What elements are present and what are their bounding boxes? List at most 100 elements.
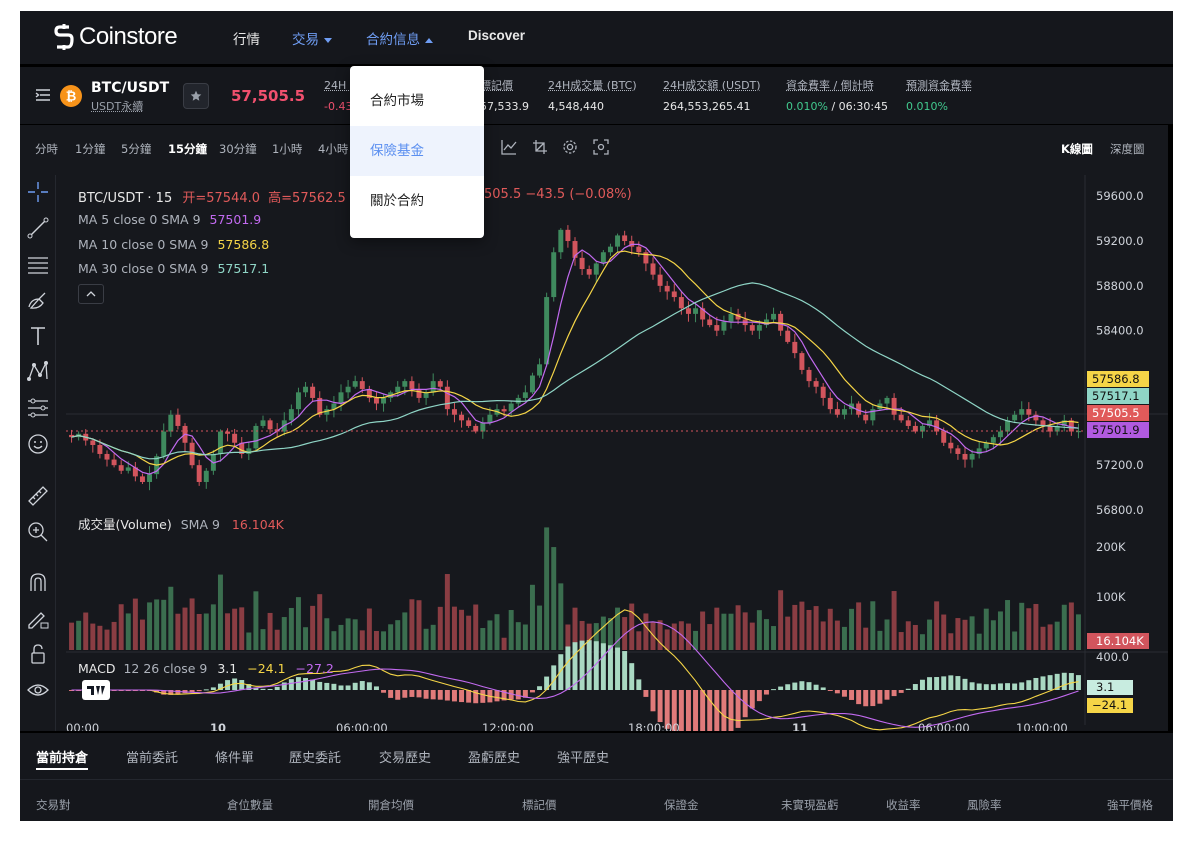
- coinstore-logo[interactable]: Coinstore: [53, 22, 178, 52]
- fullscreen-icon[interactable]: [593, 139, 609, 155]
- nav-discover[interactable]: Discover: [468, 28, 525, 43]
- volume-bar: [310, 605, 316, 650]
- volume-bar: [990, 620, 996, 650]
- collapse-legend-button[interactable]: [78, 284, 104, 304]
- crosshair-icon[interactable]: [25, 179, 51, 205]
- macd-histogram-bar: [239, 680, 245, 690]
- candle-body: [239, 442, 245, 454]
- stat-mark-price-label: 標記價: [480, 79, 513, 92]
- candle-body: [756, 325, 762, 331]
- macd-histogram-bar: [225, 680, 231, 690]
- zoom-in-icon[interactable]: [25, 519, 51, 545]
- stat-24h-volume-value: 4,548,440: [548, 100, 604, 113]
- tab-open-orders[interactable]: 當前委託: [126, 751, 179, 766]
- volume-bar: [969, 616, 975, 650]
- macd-histogram-bar: [799, 681, 805, 690]
- volume-bar: [175, 613, 181, 650]
- tab-depth[interactable]: 深度圖: [1110, 142, 1145, 156]
- indicator-icon[interactable]: [501, 139, 517, 155]
- legend-ma30[interactable]: MA 30 close 0 SMA 9 57517.1: [78, 261, 269, 276]
- tab-kline[interactable]: K線圖: [1061, 142, 1093, 156]
- time-tick-label: 18:00:00: [628, 721, 680, 731]
- timeframe-line[interactable]: 分時: [35, 142, 58, 156]
- volume-bar: [537, 605, 543, 650]
- legend-ma10[interactable]: MA 10 close 0 SMA 9 57586.8: [78, 237, 269, 252]
- pattern-icon[interactable]: [25, 359, 51, 385]
- volume-bar: [778, 590, 784, 650]
- settings-gear-icon[interactable]: [562, 139, 578, 155]
- funding-rate: 0.010%: [786, 100, 828, 113]
- candle-body: [785, 330, 791, 342]
- dropdown-insurance-fund[interactable]: 保險基金: [350, 126, 484, 176]
- volume-bar: [643, 613, 649, 650]
- tradingview-logo[interactable]: [82, 680, 110, 700]
- volume-bar: [182, 607, 188, 650]
- tab-conditional-orders[interactable]: 條件單: [215, 751, 255, 766]
- legend-title: BTC/USDT · 15: [78, 191, 173, 206]
- crop-icon[interactable]: [532, 139, 548, 155]
- nav-trade[interactable]: 交易: [292, 28, 332, 48]
- macd-histogram-bar: [813, 684, 819, 690]
- candle-body: [1054, 425, 1060, 432]
- emoji-icon[interactable]: [25, 431, 51, 457]
- timeframe-15m[interactable]: 15分鐘: [168, 142, 208, 156]
- volume-bar: [735, 605, 741, 650]
- tab-trade-history[interactable]: 交易歷史: [379, 751, 432, 766]
- timeframe-4h[interactable]: 4小時: [318, 142, 349, 156]
- volume-bar: [636, 631, 642, 650]
- funding-countdown: / 06:30:45: [827, 100, 889, 113]
- price-chart[interactable]: 59600.059200.058800.058400.058000.057200…: [20, 125, 1168, 731]
- text-tool-icon[interactable]: [25, 323, 51, 349]
- favorite-button[interactable]: [183, 83, 209, 109]
- macd-histogram-bar: [161, 690, 167, 695]
- menu-icon[interactable]: [35, 88, 51, 102]
- pencil-lock-icon[interactable]: [25, 605, 51, 631]
- ruler-icon[interactable]: [25, 483, 51, 509]
- tab-liquidation-history[interactable]: 強平歷史: [557, 751, 610, 766]
- timeframe-1h[interactable]: 1小時: [272, 142, 303, 156]
- volume-bar: [83, 612, 89, 650]
- candle-body: [253, 425, 259, 449]
- candle-body: [600, 252, 606, 264]
- macd-histogram-bar: [196, 690, 202, 692]
- tab-order-history[interactable]: 歷史委託: [289, 751, 342, 766]
- macd-histogram-bar: [607, 645, 613, 690]
- tab-pnl-history[interactable]: 盈虧歷史: [468, 751, 521, 766]
- volume-bar: [1019, 602, 1025, 650]
- fib-icon[interactable]: [25, 395, 51, 421]
- volume-bar: [558, 583, 564, 650]
- macd-histogram-bar: [501, 690, 507, 701]
- timeframe-1m[interactable]: 1分鐘: [75, 142, 106, 156]
- macd-histogram-bar: [451, 690, 457, 702]
- macd-histogram-bar: [352, 682, 358, 690]
- volume-bar: [267, 612, 273, 650]
- tab-current-positions[interactable]: 當前持倉: [36, 747, 89, 770]
- dropdown-contract-market[interactable]: 合約市場: [370, 93, 424, 109]
- eye-icon[interactable]: [25, 677, 51, 703]
- candle-body: [565, 229, 571, 242]
- legend-ma5[interactable]: MA 5 close 0 SMA 9 57501.9: [78, 212, 261, 227]
- macd-histogram-bar: [941, 676, 947, 690]
- macd-value-2: −24.1: [247, 661, 286, 676]
- timeframe-5m[interactable]: 5分鐘: [121, 142, 152, 156]
- dropdown-about-contract[interactable]: 關於合約: [370, 193, 424, 209]
- macd-histogram-bar: [395, 690, 401, 700]
- magnet-icon[interactable]: [25, 569, 51, 595]
- macd-histogram-bar: [863, 690, 869, 707]
- brush-icon[interactable]: [25, 287, 51, 313]
- volume-bar: [239, 607, 245, 650]
- macd-histogram-bar: [707, 690, 713, 731]
- last-price: 57,505.5: [231, 87, 306, 105]
- macd-histogram-bar: [622, 651, 628, 690]
- macd-histogram-bar: [423, 690, 429, 699]
- volume-bar: [494, 614, 500, 650]
- nav-market[interactable]: 行情: [233, 28, 260, 48]
- nav-contract-info[interactable]: 合約信息: [366, 28, 433, 48]
- timeframe-30m[interactable]: 30分鐘: [219, 142, 257, 156]
- trend-line-icon[interactable]: [25, 215, 51, 241]
- pair-name[interactable]: BTC/USDT: [91, 80, 170, 96]
- lock-icon[interactable]: [25, 641, 51, 667]
- horizontal-lines-icon[interactable]: [25, 251, 51, 277]
- candle-body: [905, 420, 911, 426]
- candle-body: [664, 285, 670, 292]
